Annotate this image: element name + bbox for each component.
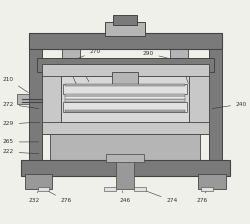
Text: 229: 229 [2,121,40,127]
Text: 228: 228 [71,59,89,82]
Text: 225: 225 [64,67,79,91]
Bar [36,58,214,72]
Text: 210: 210 [2,77,28,93]
Bar [189,69,209,134]
Text: 216: 216 [175,59,188,83]
Bar [62,76,189,122]
Bar [64,102,187,112]
Text: 265: 265 [2,139,39,144]
Bar [66,110,185,112]
Text: 240: 240 [212,101,247,109]
Bar [112,72,138,99]
Bar [170,49,188,72]
Bar [113,15,137,25]
Bar [209,33,222,174]
Bar [16,94,28,104]
Bar [201,187,213,191]
Bar [42,69,62,134]
Text: 222: 222 [2,149,39,154]
Bar [66,84,185,86]
Text: 232: 232 [29,192,40,203]
Bar [106,154,144,162]
Bar [116,159,134,189]
Bar [134,187,146,191]
Bar [42,64,209,76]
Text: 272: 272 [2,101,39,109]
Text: 290: 290 [142,51,176,60]
Bar [64,84,187,94]
Text: 276: 276 [196,191,208,203]
Bar [66,99,185,102]
Text: 280: 280 [128,60,152,75]
Text: 270: 270 [74,49,101,60]
Bar [42,122,209,134]
Bar [24,174,52,189]
Bar [66,96,185,99]
Bar [28,33,42,174]
Bar [62,49,80,72]
Text: 276: 276 [46,190,72,203]
Bar [198,174,226,189]
Text: 246: 246 [120,191,131,203]
Text: 274: 274 [143,190,178,203]
Bar [105,22,145,36]
Bar [38,187,50,191]
Bar [104,187,116,191]
Bar [28,33,222,49]
Bar [20,160,230,176]
Bar [50,134,200,160]
Bar [66,94,185,96]
